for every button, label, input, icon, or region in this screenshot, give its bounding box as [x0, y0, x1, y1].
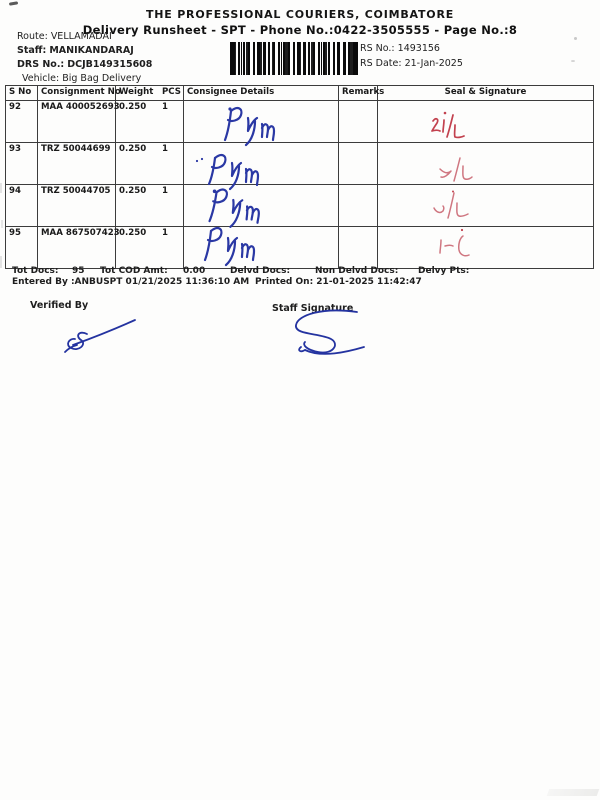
table-header-row: S No Consignment No Weight PCS Consignee… — [5, 85, 594, 101]
page-subtitle: Delivery Runsheet - SPT - Phone No.:0422… — [82, 23, 518, 37]
verified-by-label: Verified By — [30, 300, 89, 311]
verified-by-signature — [64, 319, 136, 353]
drs-line: DRS No.: DCJB149315608 — [17, 58, 152, 72]
delvy-pts-label: Delvy Pts: — [418, 266, 470, 276]
cell-remarks — [338, 226, 378, 269]
header-meta: Route: VELLAMADAI Staff: MANIKANDARAJ DR… — [17, 30, 152, 86]
col-header-sno: S No — [5, 85, 38, 101]
barcode-icon — [230, 42, 358, 75]
cell-pcs: 1 — [162, 228, 168, 238]
drs-value: DCJB149315608 — [67, 59, 153, 70]
cell-remarks — [338, 184, 378, 227]
cell-sno: 94 — [5, 184, 38, 227]
tot-cod-label: Tot COD Amt: — [100, 266, 168, 276]
cell-consignee — [183, 100, 339, 143]
col-header-consignment: Consignment No — [37, 85, 121, 101]
rs-date-line: RS Date: 21-Jan-2025 — [360, 56, 463, 71]
scan-artifact — [546, 789, 600, 796]
tot-docs-label: Tot Docs: — [12, 266, 59, 276]
scan-artifact — [571, 60, 575, 62]
rs-date-value: 21-Jan-2025 — [404, 58, 463, 69]
drs-label: DRS No.: — [17, 59, 65, 70]
cell-pcs: 1 — [162, 102, 168, 112]
col-header-consignee: Consignee Details — [183, 85, 339, 101]
cell-sno: 92 — [5, 100, 38, 143]
scan-artifact — [0, 183, 2, 193]
route-label: Route: — [17, 31, 48, 42]
scan-artifact — [0, 256, 2, 268]
cell-weight-pcs: 0.250 1 — [115, 226, 184, 269]
table-row: 94 TRZ 50044705 0.250 1 — [5, 184, 594, 227]
cell-consignment: TRZ 50044699 — [37, 142, 116, 185]
rs-no-value: 1493156 — [397, 43, 440, 54]
cell-remarks — [338, 142, 378, 185]
staff-line: Staff: MANIKANDARAJ — [17, 44, 152, 58]
staff-signature-label: Staff Signature — [272, 303, 354, 314]
route-value: VELLAMADAI — [50, 31, 112, 42]
rs-date-label: RS Date: — [360, 58, 402, 69]
tot-cod-value: 0.00 — [183, 266, 206, 276]
entered-by-text: Entered By :ANBUSPT 01/21/2025 11:36:10 … — [12, 277, 250, 287]
table-row: 95 MAA 867507423 0.250 1 — [5, 226, 594, 269]
scan-artifact — [1, 220, 3, 228]
col-header-seal: Seal & Signature — [377, 85, 594, 101]
cell-weight: 0.250 — [119, 144, 147, 154]
vehicle-line: Vehicle: Big Bag Delivery — [17, 72, 152, 86]
cell-pcs: 1 — [162, 186, 168, 196]
cell-seal — [377, 184, 594, 227]
cell-weight-pcs: 0.250 1 — [115, 100, 184, 143]
non-delvd-docs-label: Non Delvd Docs: — [315, 266, 399, 276]
cell-consignment: MAA 867507423 — [37, 226, 120, 269]
cell-weight: 0.250 — [119, 102, 147, 112]
col-header-remarks: Remarks — [338, 85, 384, 101]
cell-consignment: MAA 400052693 — [37, 100, 120, 143]
printed-on-text: Printed On: 21-01-2025 11:42:47 — [255, 277, 422, 287]
tot-docs-value: 95 — [72, 266, 85, 276]
cell-seal — [377, 226, 594, 269]
cell-weight: 0.250 — [119, 228, 147, 238]
runsheet-table: S No Consignment No Weight PCS Consignee… — [5, 85, 594, 269]
route-line: Route: VELLAMADAI — [17, 30, 152, 44]
staff-value: MANIKANDARAJ — [49, 45, 134, 56]
staff-signature-scribble — [295, 309, 365, 355]
scan-artifact — [8, 1, 19, 6]
col-header-weight: Weight — [119, 87, 154, 97]
rs-info: RS No.: 1493156 RS Date: 21-Jan-2025 — [360, 41, 463, 71]
rs-no-label: RS No.: — [360, 43, 395, 54]
cell-sno: 95 — [5, 226, 38, 269]
table-row: 93 TRZ 50044699 0.250 1 — [5, 142, 594, 185]
cell-consignee — [183, 226, 339, 269]
delvd-docs-label: Delvd Docs: — [230, 266, 291, 276]
cell-consignee — [183, 142, 339, 185]
cell-seal — [377, 100, 594, 143]
cell-weight-pcs: 0.250 1 — [115, 142, 184, 185]
cell-consignment: TRZ 50044705 — [37, 184, 116, 227]
scan-artifact — [574, 37, 577, 40]
staff-label: Staff: — [17, 45, 47, 56]
vehicle-label: Vehicle: — [22, 73, 60, 84]
cell-weight: 0.250 — [119, 186, 147, 196]
cell-weight-pcs: 0.250 1 — [115, 184, 184, 227]
cell-remarks — [338, 100, 378, 143]
cell-pcs: 1 — [162, 144, 168, 154]
cell-consignee — [183, 184, 339, 227]
page-title: THE PROFESSIONAL COURIERS, COIMBATORE — [145, 8, 455, 21]
rs-no-line: RS No.: 1493156 — [360, 41, 463, 56]
vehicle-value: Big Bag Delivery — [62, 73, 142, 84]
col-header-weight-pcs: Weight PCS — [115, 85, 184, 101]
col-header-pcs: PCS — [162, 87, 181, 97]
cell-seal — [377, 142, 594, 185]
cell-sno: 93 — [5, 142, 38, 185]
table-row: 92 MAA 400052693 0.250 1 — [5, 100, 594, 143]
